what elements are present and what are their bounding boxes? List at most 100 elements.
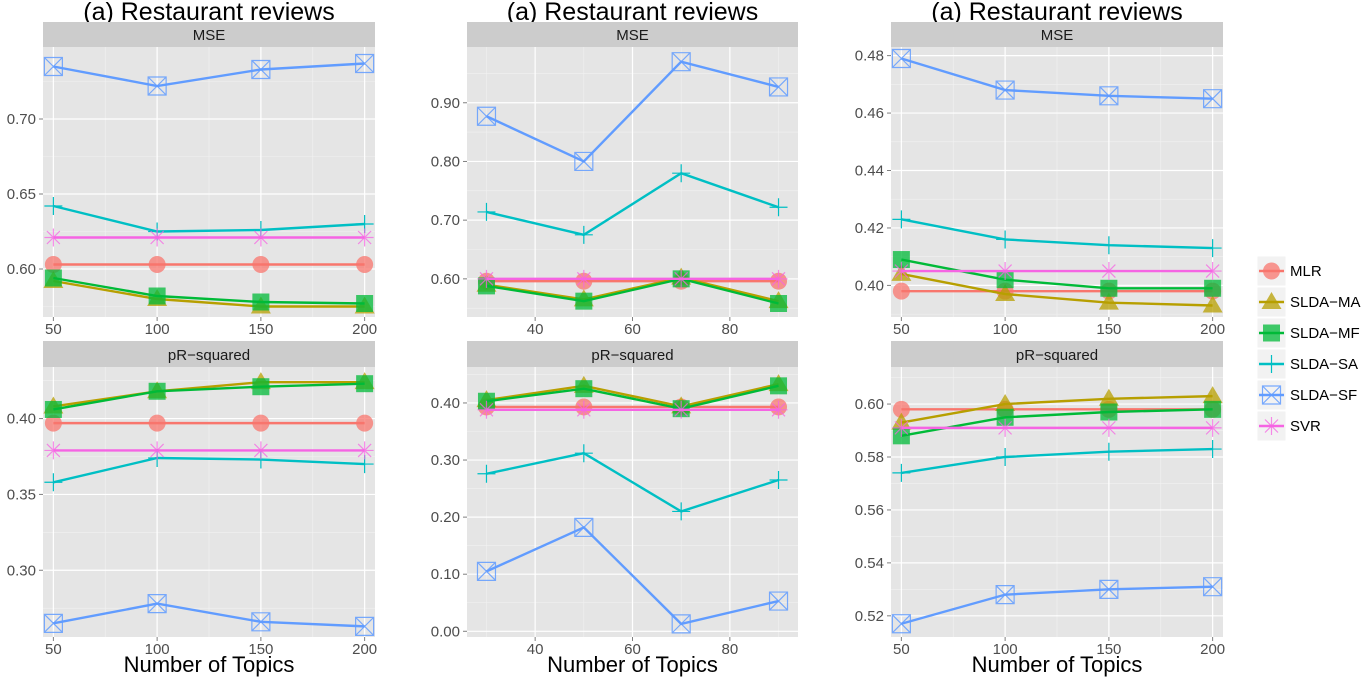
series-slda-sa-point <box>672 164 691 183</box>
y-tick-label: 0.30 <box>7 562 36 579</box>
series-slda-sf-point <box>476 106 497 126</box>
series-slda-ma-line <box>53 380 365 408</box>
legend-item-mlr: MLR <box>1256 255 1322 287</box>
series-slda-sf-point <box>43 613 63 633</box>
y-tick-label: 0.80 <box>431 153 460 170</box>
panel-strip <box>43 341 375 367</box>
series-svr-point <box>477 269 496 288</box>
chart-3: (a) Restaurant reviews Number of Topics MS… <box>855 0 1225 677</box>
x-tick-label: 150 <box>1096 321 1121 338</box>
panel-mse: MSE 0.60 0.65 0.70 50 100 150 200 <box>7 22 377 338</box>
series-slda-sa-point <box>44 473 63 492</box>
series-slda-ma-point <box>1098 292 1119 310</box>
series-slda-sf-point <box>671 52 691 72</box>
y-tick-label: 0.00 <box>431 623 460 640</box>
y-tick-label: 0.40 <box>7 411 36 428</box>
series-slda-ma-line <box>53 279 365 308</box>
series-svr-point <box>672 400 691 419</box>
x-tick-label: 100 <box>993 321 1018 338</box>
x-tick-label: 60 <box>624 641 641 658</box>
x-tick-label: 100 <box>145 321 170 338</box>
series-mlr-point <box>892 400 910 418</box>
series-slda-sf-point <box>574 151 594 172</box>
series-slda-mf-point <box>252 378 270 396</box>
x-tick-label: 40 <box>527 641 544 658</box>
series-slda-sa-point <box>574 444 593 463</box>
series-svr-point <box>1099 418 1118 437</box>
legend-item-slda-mf: SLDA−MF <box>1256 317 1360 349</box>
series-slda-sf-point <box>147 76 167 96</box>
series-slda-sf-point <box>768 591 789 611</box>
series-slda-sf-point <box>1203 577 1223 597</box>
series-slda-sf-line <box>901 585 1213 625</box>
legend-label: SVR <box>1290 418 1321 435</box>
series-slda-sf-point <box>1099 86 1119 106</box>
series-group <box>43 372 375 636</box>
series-group <box>43 53 375 314</box>
series-slda-sf-point <box>995 80 1015 100</box>
panel-strip-label: pR−squared <box>591 347 673 364</box>
series-slda-sa-point <box>892 463 911 482</box>
series-slda-sa-point <box>574 225 593 244</box>
x-tick-label: 60 <box>624 321 641 338</box>
series-slda-sa-point <box>672 502 691 521</box>
series-mlr-point <box>44 414 62 432</box>
x-tick-label: 100 <box>145 641 170 658</box>
series-slda-sf-point <box>995 585 1015 605</box>
legend-item-slda-ma: SLDA−MA <box>1256 286 1360 318</box>
series-svr-point <box>355 441 374 460</box>
y-tick-label: 0.90 <box>431 95 460 112</box>
series-slda-mf-line <box>53 382 365 411</box>
x-tick-label: 100 <box>993 641 1018 658</box>
legend: MLR SLDA−MA SLDA−MF SLDA−SA SLDA−SF SVR <box>1256 255 1360 442</box>
series-slda-sf-point <box>671 614 691 634</box>
x-tick-label: 50 <box>45 641 62 658</box>
series-slda-mf-point <box>148 382 166 400</box>
series-slda-ma-point <box>1098 388 1119 406</box>
y-tick-label: 0.58 <box>855 449 884 466</box>
series-slda-sa-point <box>769 471 788 490</box>
legend-key-marker <box>1262 355 1281 373</box>
y-tick-label: 0.60 <box>431 271 460 288</box>
series-slda-mf-point <box>148 287 166 305</box>
series-svr-point <box>892 418 911 437</box>
series-svr-point <box>996 418 1015 437</box>
x-tick-label: 150 <box>1096 641 1121 658</box>
x-axis-label: Number of Topics <box>124 652 295 677</box>
y-tick-label: 0.56 <box>855 502 884 519</box>
chart-title: (a) Restaurant reviews <box>507 0 758 26</box>
x-tick-label: 80 <box>722 321 739 338</box>
series-svr-point <box>769 400 788 419</box>
y-tick-label: 0.70 <box>431 212 460 229</box>
series-slda-sa-point <box>477 464 496 483</box>
x-axis-label: Number of Topics <box>547 652 718 677</box>
series-slda-sf-point <box>1099 579 1119 599</box>
series-slda-ma-line <box>901 394 1213 424</box>
x-tick-label: 80 <box>722 641 739 658</box>
panel-strip <box>467 341 798 367</box>
series-svr-point <box>574 269 593 288</box>
series-slda-ma-point <box>1202 295 1223 313</box>
y-tick-label: 0.44 <box>855 163 884 180</box>
panel-strip-label: pR−squared <box>1016 347 1098 364</box>
series-group <box>891 386 1223 634</box>
x-tick-label: 150 <box>248 321 273 338</box>
series-slda-sa-line <box>486 171 779 237</box>
series-slda-sf-point <box>574 517 594 538</box>
x-tick-label: 50 <box>45 321 62 338</box>
series-svr-point <box>44 441 63 460</box>
legend-key-marker <box>1261 385 1282 405</box>
series-mlr-point <box>148 414 166 432</box>
series-slda-mf-line <box>901 408 1213 438</box>
y-tick-label: 0.65 <box>7 186 36 203</box>
series-svr-point <box>148 228 167 247</box>
series-slda-ma-point <box>1202 386 1223 404</box>
panel-mse: MSE 0.60 0.70 0.80 0.90 40 60 80 <box>431 22 798 338</box>
series-slda-sa-point <box>44 197 63 215</box>
series-slda-mf-point <box>356 295 374 312</box>
panel-strip <box>891 341 1223 367</box>
series-slda-sf-point <box>355 53 375 74</box>
y-tick-label: 0.48 <box>855 48 884 65</box>
legend-key-marker <box>1263 262 1280 280</box>
legend-item-slda-sa: SLDA−SA <box>1256 348 1358 380</box>
